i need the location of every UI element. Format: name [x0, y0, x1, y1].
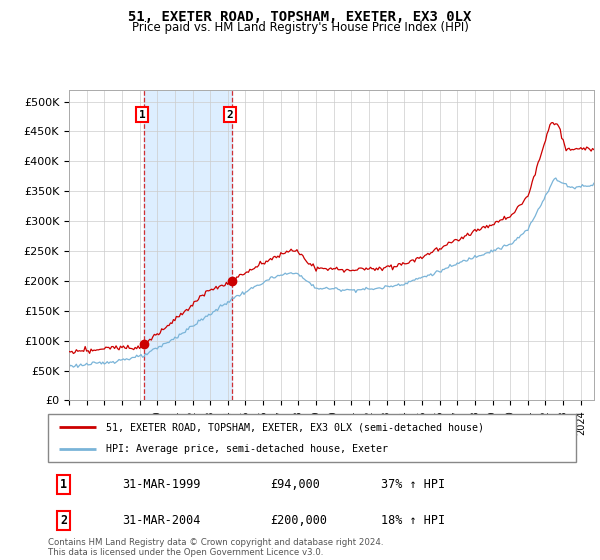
Text: 2: 2 — [60, 514, 67, 527]
Bar — [144, 90, 232, 400]
FancyBboxPatch shape — [48, 414, 576, 462]
Text: 37% ↑ HPI: 37% ↑ HPI — [380, 478, 445, 491]
Text: 1: 1 — [139, 110, 145, 120]
Text: Contains HM Land Registry data © Crown copyright and database right 2024.
This d: Contains HM Land Registry data © Crown c… — [48, 538, 383, 557]
Text: £94,000: £94,000 — [270, 478, 320, 491]
Text: 18% ↑ HPI: 18% ↑ HPI — [380, 514, 445, 527]
Text: HPI: Average price, semi-detached house, Exeter: HPI: Average price, semi-detached house,… — [106, 444, 388, 454]
Text: £200,000: £200,000 — [270, 514, 327, 527]
Text: 51, EXETER ROAD, TOPSHAM, EXETER, EX3 0LX (semi-detached house): 51, EXETER ROAD, TOPSHAM, EXETER, EX3 0L… — [106, 422, 484, 432]
Text: 1: 1 — [60, 478, 67, 491]
Text: 51, EXETER ROAD, TOPSHAM, EXETER, EX3 0LX: 51, EXETER ROAD, TOPSHAM, EXETER, EX3 0L… — [128, 10, 472, 24]
Text: 2: 2 — [227, 110, 233, 120]
Text: Price paid vs. HM Land Registry's House Price Index (HPI): Price paid vs. HM Land Registry's House … — [131, 21, 469, 34]
Text: 31-MAR-2004: 31-MAR-2004 — [122, 514, 200, 527]
Text: 31-MAR-1999: 31-MAR-1999 — [122, 478, 200, 491]
